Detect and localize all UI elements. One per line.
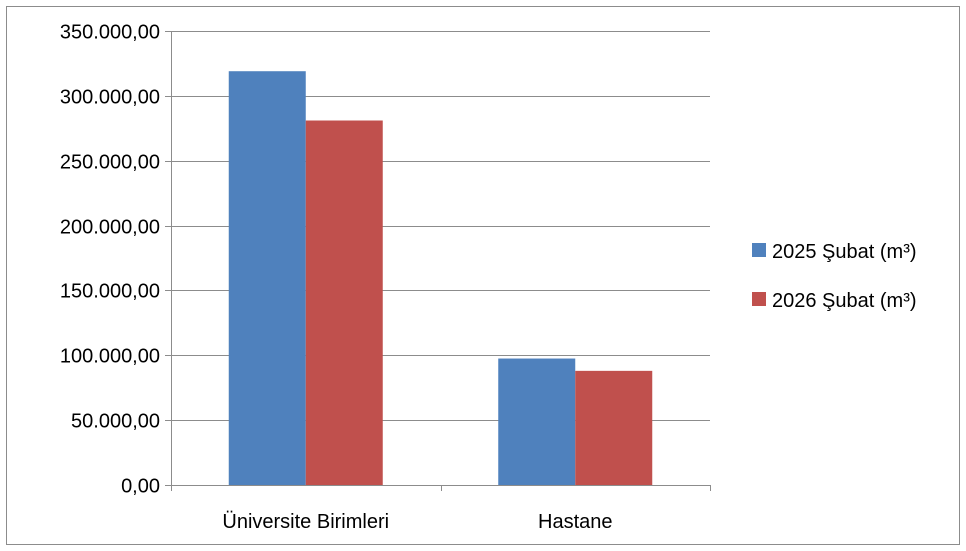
y-tick-label: 250.000,00 <box>60 152 160 174</box>
bar <box>306 121 383 485</box>
legend-label: 2026 Şubat (m³) <box>772 290 917 312</box>
legend-label: 2025 Şubat (m³) <box>772 241 917 263</box>
x-tick-label: Üniversite Birimleri <box>222 511 389 533</box>
y-tick-label: 150.000,00 <box>60 281 160 303</box>
y-tick-label: 0,00 <box>121 476 160 498</box>
y-tick-label: 350.000,00 <box>60 22 160 44</box>
y-tick-label: 50.000,00 <box>71 411 160 433</box>
bar <box>575 371 652 485</box>
y-tick-label: 200.000,00 <box>60 217 160 239</box>
y-tick-label: 100.000,00 <box>60 346 160 368</box>
y-tick-label: 300.000,00 <box>60 87 160 109</box>
x-tick-label: Hastane <box>538 511 613 533</box>
bar <box>498 359 575 485</box>
legend-swatch <box>752 243 766 257</box>
legend-swatch <box>752 292 766 306</box>
bar <box>229 71 306 485</box>
